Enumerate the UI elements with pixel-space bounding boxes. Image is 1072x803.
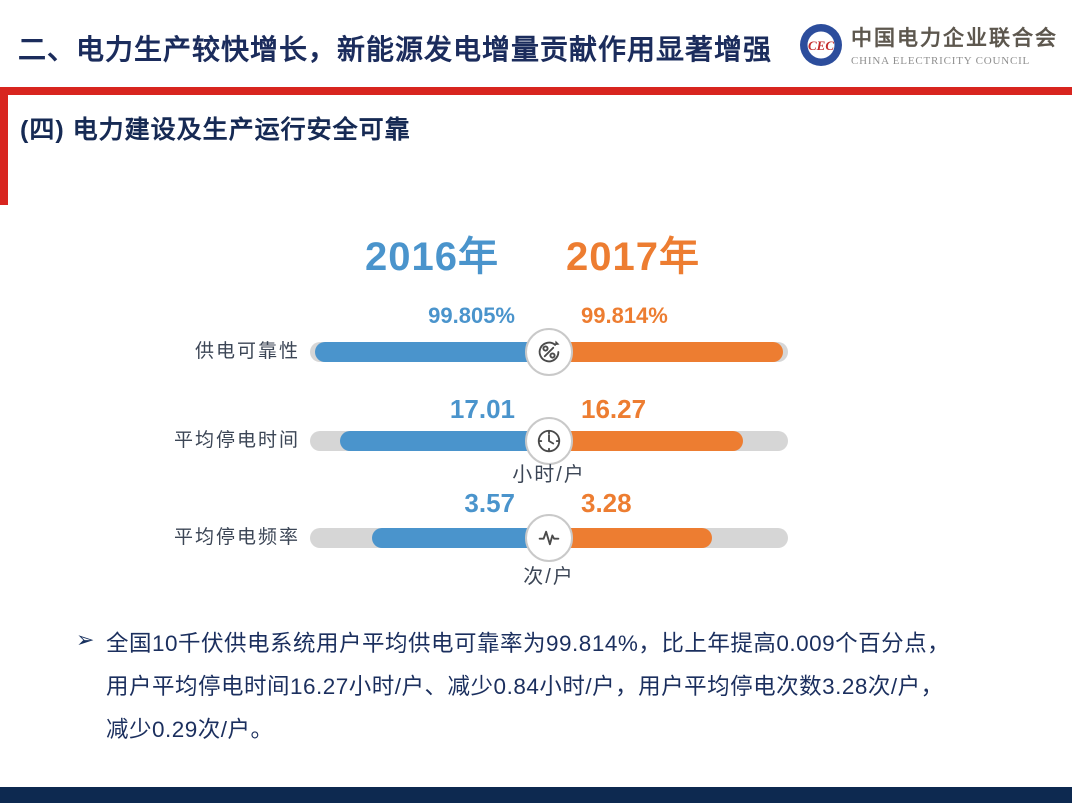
bar-2017-outage-hours <box>549 431 743 451</box>
value-2017-reliability: 99.814% <box>581 303 668 328</box>
bar-2017-reliability <box>549 342 784 362</box>
percent-cycle-icon <box>525 328 573 376</box>
clock-icon <box>525 417 573 465</box>
legend-2017: 2017年 <box>566 235 700 279</box>
bullet-arrow-icon: ➢ <box>76 627 95 652</box>
summary-line-1: 全国10千伏供电系统用户平均供电可靠率为99.814%，比上年提高0.009个百… <box>106 631 951 656</box>
legend-2016: 2016年 <box>365 235 499 279</box>
slide-title: 二、电力生产较快增长，新能源发电增量贡献作用显著增强 <box>18 34 773 65</box>
row-label-outage-frequency: 平均停电频率 <box>173 527 300 548</box>
value-2016-outage-hours: 17.01 <box>449 394 515 424</box>
footer-bar <box>0 787 1072 803</box>
org-logo: CEC 中国电力企业联合会 CHINA ELECTRICITY COUNCIL <box>799 22 1058 67</box>
summary-line-2: 用户平均停电时间16.27小时/户、减少0.84小时/户，用户平均停电次数3.2… <box>106 674 944 699</box>
value-2016-reliability: 99.805% <box>428 303 515 328</box>
pulse-icon <box>525 514 573 562</box>
org-name-cn: 中国电力企业联合会 <box>851 27 1058 50</box>
value-2017-outage-hours: 16.27 <box>581 394 647 424</box>
bar-track-reliability <box>310 328 788 376</box>
svg-text:CEC: CEC <box>808 38 834 53</box>
bar-2017-outage-frequency <box>549 528 712 548</box>
org-name-en: CHINA ELECTRICITY COUNCIL <box>851 55 1031 67</box>
row-label-reliability: 供电可靠性 <box>194 341 300 362</box>
bar-2016-outage-hours <box>339 431 549 451</box>
bar-track-outage-frequency <box>310 514 788 562</box>
value-2016-outage-frequency: 3.57 <box>464 488 515 518</box>
cec-emblem-icon: CEC <box>799 23 843 67</box>
bar-2016-outage-frequency <box>372 528 549 548</box>
summary-text: 全国10千伏供电系统用户平均供电可靠率为99.814%，比上年提高0.009个百… <box>106 622 1016 751</box>
value-2017-outage-frequency: 3.28 <box>581 488 632 518</box>
bar-2016-reliability <box>314 342 549 362</box>
section-subtitle: (四) 电力建设及生产运行安全可靠 <box>20 116 411 144</box>
unit-times-per-household: 次/户 <box>523 566 575 588</box>
unit-hours-per-household: 小时/户 <box>512 464 586 486</box>
summary-line-3: 减少0.29次/户。 <box>106 717 274 742</box>
bar-track-outage-hours <box>310 417 788 465</box>
row-label-outage-hours: 平均停电时间 <box>173 430 300 451</box>
header-divider <box>0 87 1072 95</box>
left-accent-bar <box>0 95 8 205</box>
